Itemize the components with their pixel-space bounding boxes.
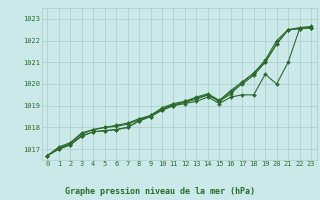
- Text: Graphe pression niveau de la mer (hPa): Graphe pression niveau de la mer (hPa): [65, 187, 255, 196]
